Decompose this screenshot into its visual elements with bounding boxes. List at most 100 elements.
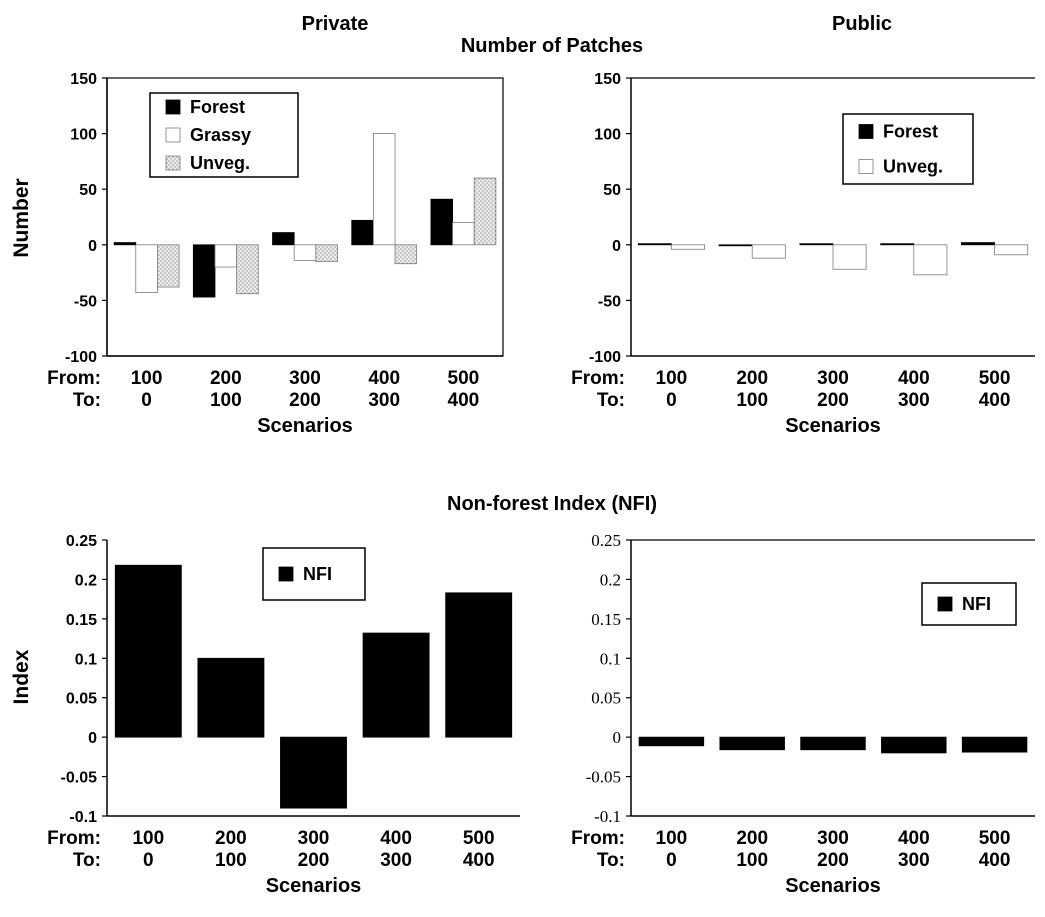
y-tick-label: -0.1 bbox=[594, 807, 621, 826]
legend-swatch-unveg bbox=[165, 155, 181, 171]
y-tick-label: 150 bbox=[70, 71, 97, 88]
x-tick-from-3: 400 bbox=[380, 828, 412, 849]
x-tick-from-2: 300 bbox=[289, 368, 321, 389]
bar-grassy-1 bbox=[214, 244, 238, 268]
bar-unveg-3 bbox=[913, 244, 948, 276]
y-tick-label: -0.1 bbox=[69, 809, 97, 826]
x-tick-from-1: 200 bbox=[210, 368, 242, 389]
x-tick-to-1: 100 bbox=[736, 390, 768, 411]
legend-label-forest: Forest bbox=[883, 122, 938, 142]
x-tick-to-4: 400 bbox=[979, 850, 1011, 871]
x-tick-from-3: 400 bbox=[368, 368, 400, 389]
legend-label-unveg: Unveg. bbox=[883, 157, 943, 177]
bar-forest-0 bbox=[113, 242, 137, 246]
bar-forest-4 bbox=[961, 242, 995, 246]
bar-forest-4 bbox=[430, 198, 453, 246]
x-tick-to-4: 400 bbox=[979, 390, 1011, 411]
x-axis-label: Scenarios bbox=[257, 415, 353, 437]
y-tick-label: 150 bbox=[594, 71, 621, 88]
panel-title: Private bbox=[302, 13, 369, 35]
x-tick-from-2: 300 bbox=[817, 368, 849, 389]
y-tick-label: 100 bbox=[594, 127, 621, 144]
x-tick-to-4: 400 bbox=[448, 390, 480, 411]
bar-unveg-4 bbox=[994, 244, 1029, 256]
y-tick-label: -0.05 bbox=[61, 770, 98, 787]
y-tick-label: 0 bbox=[613, 728, 622, 747]
bar-nfi-3 bbox=[362, 632, 430, 738]
bar-unveg-3 bbox=[394, 244, 418, 265]
bar-unveg-2 bbox=[315, 244, 338, 262]
y-tick-label: 0 bbox=[88, 730, 97, 747]
x-tick-from-3: 400 bbox=[898, 368, 930, 389]
x-tick-to-3: 300 bbox=[368, 390, 400, 411]
legend-label-nfi: NFI bbox=[303, 564, 332, 584]
legend-label-grassy: Grassy bbox=[190, 125, 251, 145]
y-tick-label: 0.1 bbox=[75, 651, 97, 668]
row-to-label: To: bbox=[597, 390, 625, 411]
x-axis-label: Scenarios bbox=[785, 415, 881, 437]
bar-unveg-2 bbox=[832, 244, 867, 270]
row-from-label: From: bbox=[571, 368, 625, 389]
chart-nfi-public: -0.1-0.0500.050.10.150.20.25From:To:1000… bbox=[571, 531, 1035, 897]
x-tick-from-1: 200 bbox=[215, 828, 247, 849]
x-tick-from-4: 500 bbox=[448, 368, 480, 389]
x-tick-to-1: 100 bbox=[210, 390, 242, 411]
row-from-label: From: bbox=[571, 828, 625, 849]
bar-forest-1 bbox=[192, 244, 216, 298]
bar-unveg-4 bbox=[473, 177, 497, 246]
row-to-label: To: bbox=[597, 850, 625, 871]
x-tick-to-2: 200 bbox=[298, 850, 330, 871]
legend-swatch-unveg bbox=[858, 159, 874, 174]
bar-nfi-0 bbox=[114, 564, 182, 738]
legend-label-forest: Forest bbox=[190, 97, 245, 117]
y-tick-label: 0.2 bbox=[75, 572, 97, 589]
chart-nfi-private: -0.1-0.0500.050.10.150.20.25From:To:1000… bbox=[10, 533, 520, 897]
legend: Forest Grassy Unveg. bbox=[149, 92, 299, 178]
bar-unveg-1 bbox=[236, 244, 259, 295]
bar-nfi-2 bbox=[280, 736, 347, 809]
bar-grassy-3 bbox=[372, 133, 396, 246]
chart-patches-private: -100-50050100150From:To:1000200100300200… bbox=[10, 13, 504, 437]
bar-unveg-1 bbox=[751, 244, 786, 259]
y-tick-label: -50 bbox=[74, 293, 97, 310]
bar-forest-1 bbox=[718, 244, 753, 247]
plot-frame bbox=[106, 77, 504, 357]
x-tick-from-1: 200 bbox=[736, 368, 768, 389]
x-tick-to-3: 300 bbox=[898, 390, 930, 411]
x-tick-to-1: 100 bbox=[215, 850, 247, 871]
x-tick-to-4: 400 bbox=[463, 850, 495, 871]
bar-unveg-0 bbox=[671, 244, 705, 250]
x-tick-from-3: 400 bbox=[898, 828, 930, 849]
panel-title: Public bbox=[832, 13, 892, 35]
legend-swatch-forest bbox=[858, 124, 874, 139]
y-tick-label: 0.15 bbox=[66, 612, 97, 629]
x-tick-to-2: 200 bbox=[817, 390, 849, 411]
x-tick-to-0: 0 bbox=[143, 850, 154, 871]
y-tick-label: 0.25 bbox=[591, 531, 621, 550]
legend: NFI bbox=[921, 582, 1017, 626]
y-axis-label: Index bbox=[10, 649, 33, 704]
x-tick-from-0: 100 bbox=[656, 368, 688, 389]
legend: NFI bbox=[262, 547, 366, 601]
figure-title-nfi: Non-forest Index (NFI) bbox=[447, 493, 657, 515]
y-tick-label: 0.2 bbox=[600, 570, 621, 589]
row-from-label: From: bbox=[47, 828, 101, 849]
y-tick-label: 100 bbox=[70, 127, 97, 144]
x-tick-to-2: 200 bbox=[817, 850, 849, 871]
x-tick-from-0: 100 bbox=[131, 368, 163, 389]
x-tick-to-0: 0 bbox=[666, 850, 677, 871]
legend-swatch-forest bbox=[165, 99, 181, 115]
legend-label-nfi: NFI bbox=[962, 594, 991, 614]
y-tick-label: -100 bbox=[589, 349, 621, 366]
bar-forest-2 bbox=[272, 232, 295, 246]
y-tick-label: 0.25 bbox=[66, 533, 97, 550]
x-tick-from-4: 500 bbox=[979, 828, 1011, 849]
y-axis-label: Number bbox=[10, 178, 33, 257]
x-tick-from-4: 500 bbox=[979, 368, 1011, 389]
bar-nfi-1 bbox=[197, 657, 265, 738]
x-tick-from-1: 200 bbox=[736, 828, 768, 849]
bar-nfi-2 bbox=[800, 736, 866, 751]
bar-nfi-4 bbox=[961, 736, 1028, 753]
bar-grassy-4 bbox=[452, 222, 475, 246]
